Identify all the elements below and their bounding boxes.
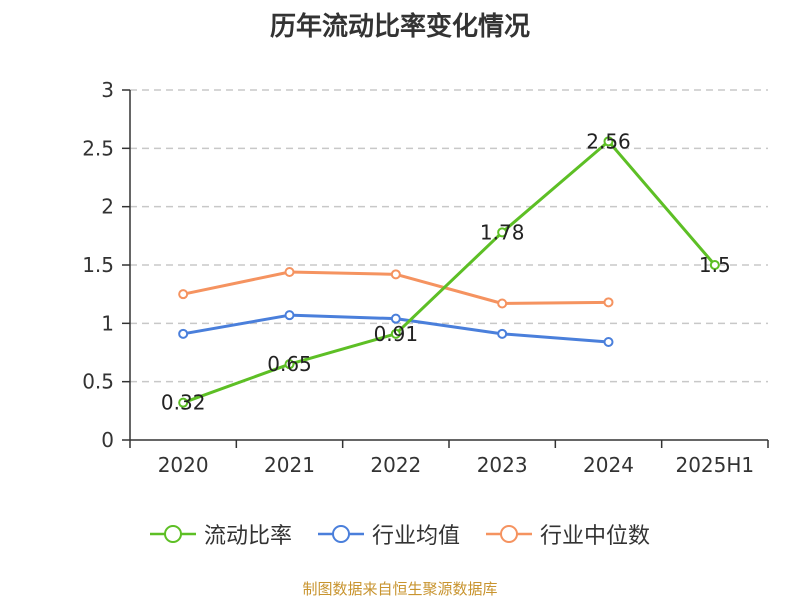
data-label: 0.91 bbox=[374, 322, 419, 346]
legend: 流动比率 行业均值 行业中位数 bbox=[0, 518, 800, 550]
legend-item-current-ratio[interactable]: 流动比率 bbox=[149, 518, 292, 550]
x-tick-label: 2023 bbox=[477, 453, 528, 477]
data-point bbox=[709, 260, 720, 270]
y-tick-label: 0 bbox=[101, 428, 114, 452]
data-point bbox=[284, 310, 295, 321]
y-tick-label: 0.5 bbox=[82, 370, 114, 394]
data-label: 2.56 bbox=[586, 129, 631, 153]
data-point bbox=[390, 328, 401, 339]
data-label: 1.5 bbox=[699, 253, 731, 277]
legend-label: 行业均值 bbox=[371, 524, 460, 549]
axis-layer: 0 0.5 1 1.5 2 2.5 3 2020 2021 2022 2023 2024 2025H1 bbox=[82, 78, 769, 477]
data-point bbox=[497, 227, 508, 238]
data-label: 0.32 bbox=[161, 391, 206, 415]
data-point bbox=[603, 337, 614, 347]
x-tick-label: 2025H1 bbox=[675, 453, 754, 477]
x-tick-label: 2021 bbox=[264, 453, 315, 477]
data-label: 0.65 bbox=[267, 352, 312, 376]
y-tick-label: 3 bbox=[101, 78, 114, 102]
x-tick-label: 2022 bbox=[370, 453, 421, 477]
y-tick-label: 2.5 bbox=[82, 136, 114, 160]
data-point bbox=[390, 269, 401, 280]
data-point bbox=[178, 289, 189, 300]
legend-marker-icon bbox=[149, 525, 196, 543]
y-tick-label: 1 bbox=[101, 311, 114, 335]
x-tick-label: 2024 bbox=[583, 453, 634, 477]
data-label: 1.78 bbox=[480, 220, 525, 244]
grid-layer bbox=[130, 89, 768, 383]
data-point bbox=[603, 297, 614, 308]
series-line bbox=[182, 139, 716, 405]
y-tick-label: 2 bbox=[101, 195, 114, 219]
data-point bbox=[178, 328, 189, 339]
data-point bbox=[178, 397, 189, 408]
legend-item-industry-mean[interactable]: 行业均值 bbox=[317, 518, 460, 550]
data-point bbox=[284, 267, 295, 277]
data-point bbox=[497, 328, 508, 339]
data-point bbox=[284, 359, 295, 370]
legend-marker-icon bbox=[486, 525, 532, 543]
x-tick-label: 2020 bbox=[158, 453, 209, 477]
label-layer: 0.32 0.65 0.91 1.78 2.56 1.5 bbox=[161, 129, 731, 414]
legend-label: 流动比率 bbox=[203, 524, 292, 549]
data-point bbox=[497, 298, 508, 309]
series-layer bbox=[178, 136, 720, 408]
data-point bbox=[603, 136, 614, 147]
legend-marker-icon bbox=[317, 525, 364, 543]
source-note: 制图数据来自恒生聚源数据库 bbox=[302, 580, 498, 598]
chart-title: 历年流动比率变化情况 bbox=[269, 12, 530, 42]
legend-item-industry-median[interactable]: 行业中位数 bbox=[486, 518, 650, 550]
data-point bbox=[390, 313, 401, 324]
y-tick-label: 1.5 bbox=[82, 253, 114, 277]
legend-label: 行业中位数 bbox=[540, 524, 651, 549]
